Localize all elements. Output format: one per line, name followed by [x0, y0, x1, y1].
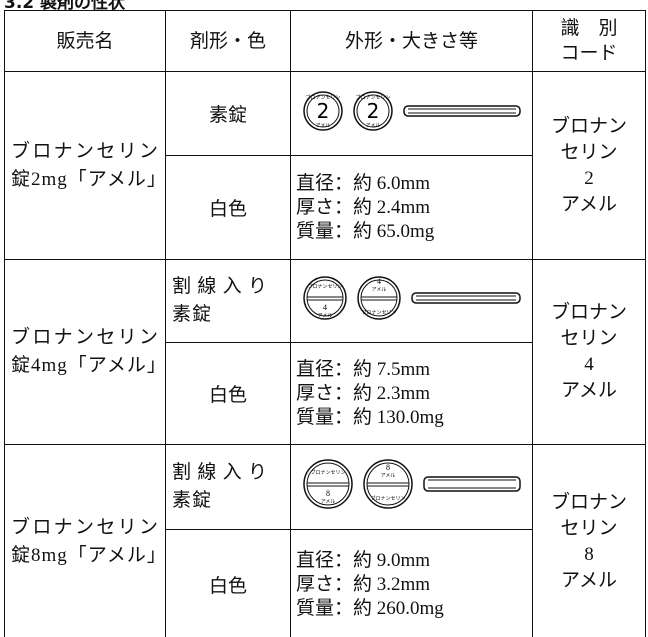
dimension-line: 直径：約 6.0mm [296, 172, 431, 194]
imprint-brand: ブロナンセリン [370, 495, 405, 502]
code-line: 2 [584, 167, 594, 189]
id-code: ブロナンセリン 8 アメル [532, 444, 646, 637]
dimension-line: 質量：約 65.0mg [296, 220, 435, 242]
dimension-line: 厚さ：約 2.3mm [296, 382, 431, 404]
imprint-maker: アメル [365, 123, 380, 129]
tablet-face [352, 90, 393, 131]
row: ブロナンセリン錠4mg「アメル」 割線入り素錠 ブロナンセリン 4 アメル ブロナンセリン… [4, 259, 646, 445]
tablet-rim [306, 279, 343, 317]
tablet-face [302, 276, 347, 320]
imprint-maker: アメル [380, 473, 395, 479]
row: 白色 直径：約 7.5mm 厚さ：約 2.3mm 質量：約 130.0mg [5, 342, 646, 445]
id-code: ブロナンセリン 4 アメル [532, 259, 646, 445]
dimensions: 直径：約 9.0mm 厚さ：約 3.2mm 質量：約 260.0mg [290, 529, 533, 637]
row: 白色 直径：約 6.0mm 厚さ：約 2.4mm 質量：約 65.0mg [5, 155, 646, 260]
code-line: セリン [560, 518, 618, 539]
color: 白色 [165, 155, 291, 260]
imprint-maker: アメル [320, 499, 335, 505]
code-line: セリン [560, 141, 618, 163]
code-line: 4 [584, 354, 594, 375]
imprint-number: 2 [316, 99, 329, 123]
id-code: ブロナンセリン 2 アメル [532, 71, 646, 260]
imprint-maker: アメル [315, 123, 330, 129]
tablet-rim [360, 279, 397, 317]
tablet-rim [306, 462, 349, 506]
tablet-side [422, 476, 521, 492]
imprint-number: 8 [386, 463, 390, 472]
spec-table: 販売名 剤形・色 外形・大きさ等 識 別 コード ブロナンセリン錠2mg「アメル… [4, 10, 646, 637]
table-body: ブロナンセリン錠2mg「アメル」 素錠 2 ブロナンセリン アメル 2 ブロナンセリン アメル… [4, 71, 646, 637]
tablet-rim [356, 94, 389, 127]
section-title: 3.2 製剤の性状 [4, 0, 126, 13]
imprint-brand: ブロナンセリン [355, 94, 390, 101]
imprint-brand: ブロナンセリン [307, 283, 342, 290]
dimension-line: 厚さ：約 3.2mm [296, 573, 431, 595]
header-row: 販売名 剤形・色 外形・大きさ等 識 別 コード [4, 10, 646, 72]
code-line: ブロナン [550, 302, 627, 323]
imprint-number: 4 [323, 303, 327, 312]
code-line: ブロナン [550, 492, 627, 513]
dosage-form: 割線入り素錠 [165, 259, 291, 343]
color: 白色 [165, 529, 291, 637]
tablet-face [302, 459, 353, 509]
code-line: アメル [560, 193, 618, 215]
code-line: ブロナン [550, 115, 627, 137]
code-line: セリン [560, 328, 618, 349]
tablet-rim [366, 462, 409, 506]
tablet-shape: ブロナンセリン 4 アメル ブロナンセリン 4 アメル [290, 259, 533, 343]
dimension-line: 直径：約 9.0mm [296, 549, 431, 571]
tablet-face [302, 90, 343, 131]
tablet-side [410, 292, 521, 304]
dimension-line: 質量：約 260.0mg [296, 597, 444, 619]
tablet-face [362, 459, 413, 509]
product-name: ブロナンセリン錠2mg「アメル」 [4, 71, 166, 260]
dosage-form: 素錠 [165, 71, 291, 156]
column-header: 販売名 [4, 10, 166, 72]
tablet-face [356, 276, 401, 320]
imprint-number: 8 [326, 489, 330, 498]
tablet-rim [306, 94, 339, 127]
tablet-shape: 2 ブロナンセリン アメル 2 ブロナンセリン アメル [290, 71, 533, 156]
dimensions: 直径：約 6.0mm 厚さ：約 2.4mm 質量：約 65.0mg [290, 155, 533, 260]
column-header: 外形・大きさ等 [290, 10, 533, 72]
tablet-shape: ブロナンセリン 8 アメル ブロナンセリン 8 アメル [290, 444, 533, 530]
imprint-maker: アメル [317, 313, 332, 319]
imprint-brand: ブロナンセリン [310, 469, 345, 476]
dimension-line: 厚さ：約 2.4mm [296, 196, 431, 218]
color: 白色 [165, 342, 291, 445]
imprint-brand: ブロナンセリン [305, 94, 340, 101]
code-line: 8 [584, 544, 594, 565]
imprint-maker: アメル [371, 287, 386, 293]
row: 白色 直径：約 9.0mm 厚さ：約 3.2mm 質量：約 260.0mg [5, 529, 646, 637]
imprint-brand: ブロナンセリン [361, 309, 396, 316]
dimension-line: 直径：約 7.5mm [296, 358, 431, 380]
dosage-form: 割線入り素錠 [165, 444, 291, 530]
tablet-side [402, 104, 521, 117]
imprint-number: 2 [366, 99, 379, 123]
column-header: 剤形・色 [165, 10, 291, 72]
code-line: アメル [560, 380, 618, 401]
column-header: 識 別 コード [532, 10, 646, 72]
imprint-number: 4 [377, 277, 381, 286]
row: ブロナンセリン錠2mg「アメル」 素錠 2 ブロナンセリン アメル 2 ブロナンセリン アメル… [4, 71, 646, 260]
dimension-line: 質量：約 130.0mg [296, 406, 444, 428]
code-line: アメル [560, 570, 618, 591]
row: ブロナンセリン錠8mg「アメル」 割線入り素錠 ブロナンセリン 8 アメル ブロナンセリン… [4, 444, 646, 637]
dimensions: 直径：約 7.5mm 厚さ：約 2.3mm 質量：約 130.0mg [290, 342, 533, 445]
product-name: ブロナンセリン錠4mg「アメル」 [4, 259, 166, 445]
product-name: ブロナンセリン錠8mg「アメル」 [4, 444, 166, 637]
